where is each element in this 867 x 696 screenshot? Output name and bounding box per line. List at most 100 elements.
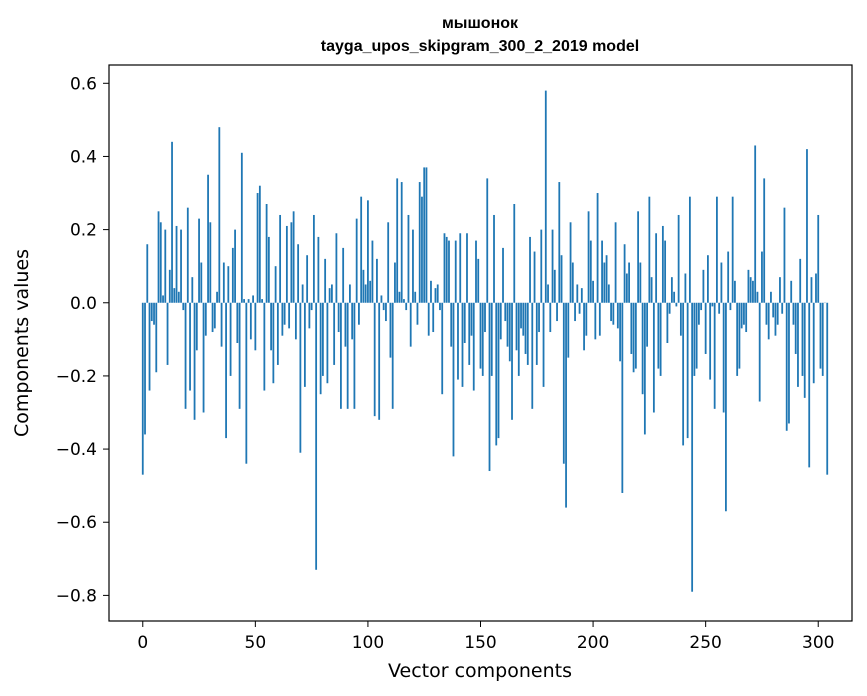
bar-196 xyxy=(583,302,585,351)
bar-33 xyxy=(216,291,218,303)
bar-147 xyxy=(472,302,475,391)
bar-136 xyxy=(448,240,450,303)
bar-47 xyxy=(247,299,250,303)
bar-226 xyxy=(650,277,653,303)
bar-227 xyxy=(652,302,655,413)
chart-title: мышонок xyxy=(442,15,519,32)
bar-154 xyxy=(488,302,491,472)
bar-291 xyxy=(797,302,799,387)
bar-76 xyxy=(312,214,315,303)
bar-120 xyxy=(412,229,414,303)
bar-0 xyxy=(141,302,144,475)
bar-112 xyxy=(394,262,396,303)
bar-241 xyxy=(684,273,687,303)
bar-68 xyxy=(294,302,297,340)
bar-160 xyxy=(502,247,504,303)
bar-157 xyxy=(495,302,498,446)
x-axis-label: Vector components xyxy=(388,660,572,682)
bar-71 xyxy=(301,284,304,303)
bar-11 xyxy=(166,302,169,365)
bar-98 xyxy=(362,269,365,303)
bar-177 xyxy=(540,229,543,303)
bar-86 xyxy=(335,233,338,303)
bar-51 xyxy=(256,193,259,303)
bar-5 xyxy=(153,302,155,325)
bar-216 xyxy=(628,262,630,303)
bar-171 xyxy=(526,302,529,365)
bar-123 xyxy=(418,182,421,303)
bar-24 xyxy=(195,302,198,351)
bar-250 xyxy=(704,302,707,354)
bar-165 xyxy=(513,204,516,303)
bar-246 xyxy=(695,302,698,369)
bar-276 xyxy=(763,178,766,303)
bar-181 xyxy=(549,302,552,333)
bar-42 xyxy=(236,302,239,343)
bar-273 xyxy=(756,291,759,303)
bar-175 xyxy=(535,302,538,365)
bar-4 xyxy=(150,302,153,322)
x-tick-label: 300 xyxy=(802,633,834,653)
bar-270 xyxy=(749,277,752,303)
y-axis-label: Components values xyxy=(11,249,33,437)
bar-126 xyxy=(425,167,428,303)
bar-21 xyxy=(189,302,191,391)
x-tick-label: 0 xyxy=(137,633,148,653)
bar-122 xyxy=(416,302,419,325)
bar-169 xyxy=(522,302,525,336)
bar-81 xyxy=(324,258,327,303)
bar-290 xyxy=(794,302,797,354)
bar-12 xyxy=(168,269,171,303)
bar-259 xyxy=(725,302,727,512)
bar-253 xyxy=(711,302,714,307)
bar-271 xyxy=(752,280,754,303)
y-tick-label: 0.6 xyxy=(70,74,97,94)
bar-52 xyxy=(258,185,261,303)
bar-96 xyxy=(358,302,360,325)
bar-173 xyxy=(531,302,534,409)
bar-228 xyxy=(655,233,658,303)
bar-251 xyxy=(707,255,709,303)
bars-group xyxy=(141,90,829,592)
bar-75 xyxy=(310,302,313,311)
bar-287 xyxy=(788,302,790,424)
bar-179 xyxy=(544,90,547,303)
bar-129 xyxy=(432,302,435,333)
bar-195 xyxy=(580,288,583,303)
bar-208 xyxy=(610,302,612,322)
bar-41 xyxy=(234,229,236,303)
bar-26 xyxy=(200,262,203,303)
bar-97 xyxy=(360,196,363,303)
bar-233 xyxy=(666,302,669,343)
bar-266 xyxy=(740,302,743,329)
bar-211 xyxy=(616,302,619,329)
bar-176 xyxy=(538,302,540,333)
bar-39 xyxy=(229,302,232,376)
bar-203 xyxy=(598,302,601,336)
bar-224 xyxy=(646,302,649,347)
bar-15 xyxy=(175,225,178,303)
bar-127 xyxy=(427,302,430,336)
bar-103 xyxy=(373,302,376,417)
bar-141 xyxy=(459,233,462,303)
bar-22 xyxy=(191,277,194,303)
bar-65 xyxy=(288,302,291,329)
bar-166 xyxy=(515,302,518,351)
bar-94 xyxy=(353,302,356,409)
bar-200 xyxy=(592,280,594,303)
bar-148 xyxy=(475,240,477,303)
bar-88 xyxy=(340,302,342,409)
bar-2 xyxy=(146,244,149,303)
bar-295 xyxy=(806,149,808,303)
bar-133 xyxy=(441,302,444,395)
bar-55 xyxy=(265,204,268,303)
bar-115 xyxy=(400,182,403,303)
bar-220 xyxy=(637,211,640,303)
bar-28 xyxy=(204,302,207,336)
bar-131 xyxy=(436,284,439,303)
bar-46 xyxy=(245,302,248,464)
bar-277 xyxy=(765,302,768,325)
bar-116 xyxy=(403,299,405,303)
bar-283 xyxy=(779,277,781,303)
bar-302 xyxy=(821,302,824,376)
